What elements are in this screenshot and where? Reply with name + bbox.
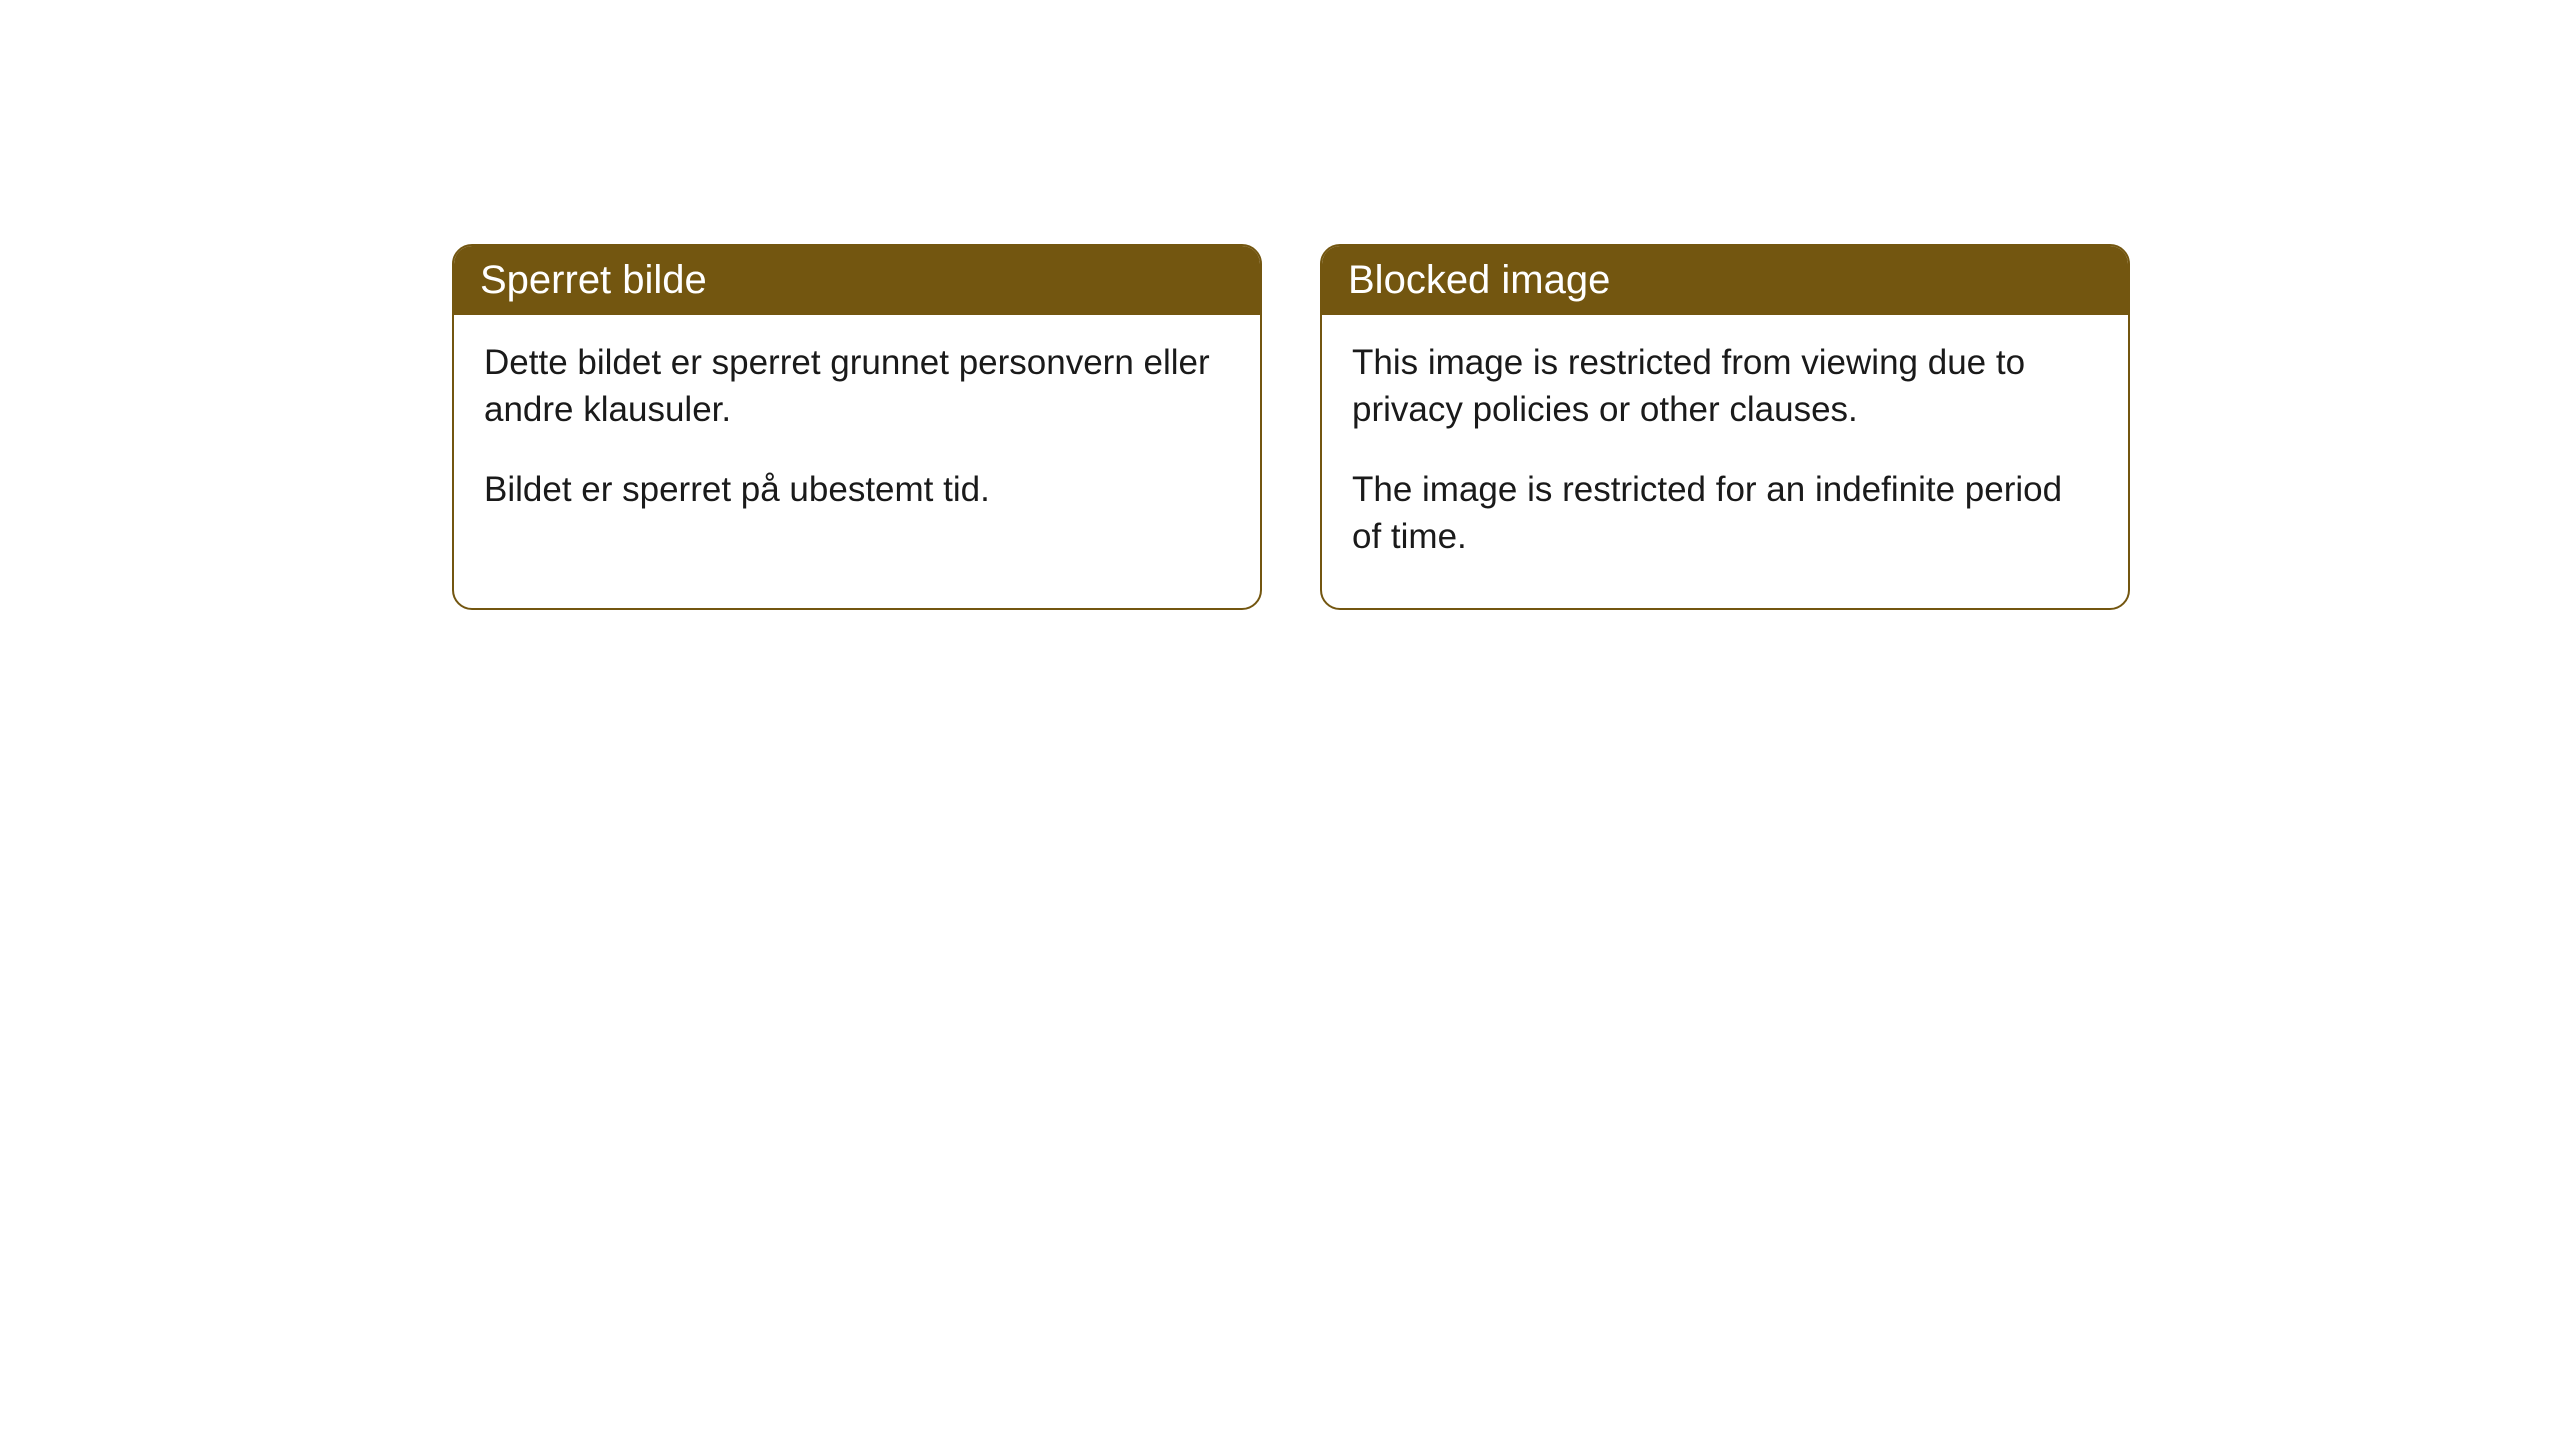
card-paragraph-2-english: The image is restricted for an indefinit…: [1352, 466, 2098, 561]
card-header-english: Blocked image: [1322, 246, 2128, 315]
cards-container: Sperret bilde Dette bildet er sperret gr…: [0, 0, 2560, 610]
card-header-norwegian: Sperret bilde: [454, 246, 1260, 315]
card-paragraph-2-norwegian: Bildet er sperret på ubestemt tid.: [484, 466, 1230, 513]
card-paragraph-1-norwegian: Dette bildet er sperret grunnet personve…: [484, 339, 1230, 434]
card-body-norwegian: Dette bildet er sperret grunnet personve…: [454, 315, 1260, 561]
card-english: Blocked image This image is restricted f…: [1320, 244, 2130, 610]
card-paragraph-1-english: This image is restricted from viewing du…: [1352, 339, 2098, 434]
card-title-norwegian: Sperret bilde: [480, 258, 707, 302]
card-body-english: This image is restricted from viewing du…: [1322, 315, 2128, 608]
card-norwegian: Sperret bilde Dette bildet er sperret gr…: [452, 244, 1262, 610]
card-title-english: Blocked image: [1348, 258, 1610, 302]
